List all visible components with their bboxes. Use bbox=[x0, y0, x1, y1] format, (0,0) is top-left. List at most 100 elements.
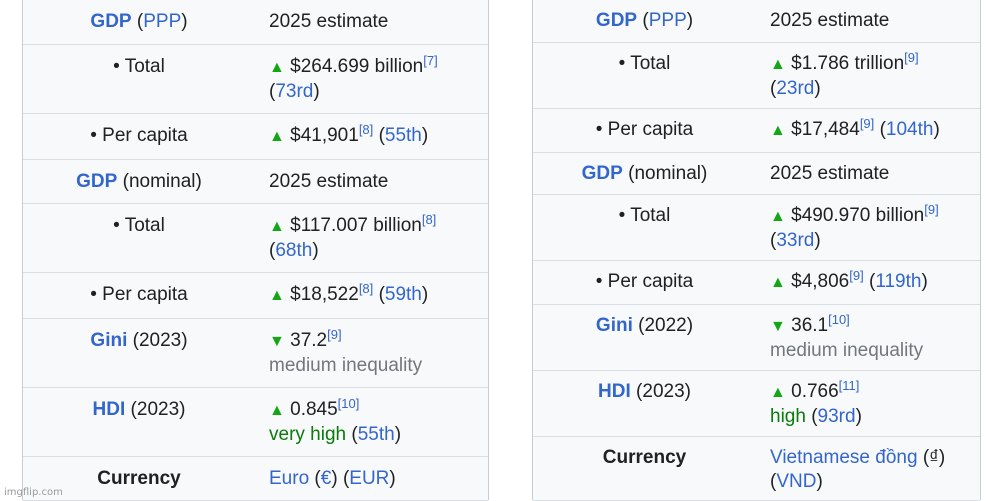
rank-close: ) bbox=[814, 77, 821, 99]
gdp-nominal-label: GDP (nominal) bbox=[23, 159, 255, 204]
rank-close: ) bbox=[421, 283, 429, 305]
nominal-per-capita-label: • Per capita bbox=[533, 260, 756, 305]
ref-link[interactable]: [10] bbox=[337, 395, 360, 411]
rank-link[interactable]: 33rd bbox=[776, 229, 815, 251]
ref-link[interactable]: [11] bbox=[838, 377, 860, 393]
currency-name-link[interactable]: Vietnamese đồng bbox=[770, 446, 918, 468]
rank-link[interactable]: 55th bbox=[357, 423, 395, 445]
gdp-ppp-value: 2025 estimate bbox=[255, 0, 488, 45]
rank-close: ) bbox=[933, 118, 940, 140]
arrow-up-icon: ▲ bbox=[269, 127, 285, 145]
ref-link[interactable]: [7] bbox=[423, 52, 438, 68]
gini-label: Gini (2023) bbox=[23, 318, 255, 388]
currency-code-link[interactable]: EUR bbox=[349, 467, 390, 489]
sym-open: ( bbox=[922, 446, 930, 468]
ref-link[interactable]: [9] bbox=[904, 49, 919, 65]
rank-link[interactable]: 59th bbox=[384, 283, 422, 305]
sym-close: ) bbox=[938, 446, 946, 468]
ppp-total-value: ▲ $1.786 trillion[9] (23rd) bbox=[756, 42, 980, 109]
row-ppp-per-capita: • Per capita ▲ $17,484[9] (104th) bbox=[533, 108, 980, 153]
ref-link[interactable]: [8] bbox=[358, 121, 374, 137]
gini-value: ▼ 37.2[9] medium inequality bbox=[255, 318, 488, 388]
currency-symbol-link[interactable]: ₫ bbox=[929, 446, 939, 468]
ref-link[interactable]: [9] bbox=[859, 115, 875, 131]
rank-close: ) bbox=[921, 270, 928, 292]
rank-open: ( bbox=[378, 124, 385, 146]
ppp-per-capita-amount: $41,901 bbox=[290, 124, 359, 146]
nominal-per-capita-value: ▲ $18,522[8] (59th) bbox=[255, 272, 488, 319]
nominal-per-capita-amount: $18,522 bbox=[290, 283, 359, 305]
code-close: ) bbox=[816, 470, 823, 492]
gini-note: medium inequality bbox=[770, 339, 924, 361]
ppp-total-label: • Total bbox=[533, 42, 756, 109]
row-currency: Currency Vietnamese đồng (₫) (VND) bbox=[533, 436, 980, 501]
ppp-total-amount: $264.699 billion bbox=[290, 55, 424, 77]
hdi-number: 0.845 bbox=[290, 398, 338, 420]
rank-link[interactable]: 73rd bbox=[275, 80, 314, 102]
ppp-per-capita-label: • Per capita bbox=[23, 113, 255, 160]
row-gdp-ppp: GDP (PPP) 2025 estimate bbox=[23, 0, 488, 45]
nominal-total-value: ▲ $117.007 billion[8] (68th) bbox=[255, 203, 488, 273]
ref-link[interactable]: [9] bbox=[327, 326, 342, 342]
code-open: ( bbox=[770, 470, 777, 492]
rank-link[interactable]: 68th bbox=[275, 239, 313, 261]
ppp-link[interactable]: PPP bbox=[648, 10, 687, 31]
currency-name-link[interactable]: Euro bbox=[269, 467, 310, 489]
rank-open: ( bbox=[351, 423, 358, 445]
hdi-label: HDI (2023) bbox=[23, 387, 255, 457]
hdi-note: high bbox=[770, 405, 806, 427]
rank-link[interactable]: 104th bbox=[885, 118, 934, 140]
rank-close: ) bbox=[313, 80, 320, 102]
ref-link[interactable]: [9] bbox=[849, 267, 864, 283]
hdi-number: 0.766 bbox=[791, 380, 839, 402]
ref-link[interactable]: [8] bbox=[421, 211, 437, 227]
rank-close: ) bbox=[312, 239, 319, 261]
rank-close: ) bbox=[855, 405, 862, 427]
hdi-link[interactable]: HDI bbox=[92, 398, 126, 420]
ref-link[interactable]: [10] bbox=[828, 311, 850, 327]
gdp-link[interactable]: GDP bbox=[595, 10, 638, 31]
sym-close: ) bbox=[331, 467, 338, 489]
currency-code-link[interactable]: VND bbox=[776, 470, 817, 492]
arrow-down-icon: ▼ bbox=[269, 332, 285, 350]
infobox-left: GDP (PPP) 2025 estimate • Total ▲ $264.6… bbox=[22, 0, 489, 501]
rank-link[interactable]: 23rd bbox=[776, 77, 815, 99]
currency-value: Euro (€) (EUR) bbox=[255, 456, 488, 501]
currency-value: Vietnamese đồng (₫) (VND) bbox=[756, 436, 980, 501]
nominal-total-value: ▲ $490.970 billion[9] (33rd) bbox=[756, 194, 980, 261]
ref-link[interactable]: [8] bbox=[358, 280, 374, 296]
gini-link[interactable]: Gini bbox=[595, 314, 633, 336]
hdi-link[interactable]: HDI bbox=[598, 380, 631, 402]
rank-link[interactable]: 55th bbox=[384, 124, 422, 146]
ppp-per-capita-value: ▲ $41,901[8] (55th) bbox=[255, 113, 488, 160]
nominal-per-capita-label: • Per capita bbox=[23, 272, 255, 319]
ppp-link[interactable]: PPP bbox=[143, 11, 182, 32]
arrow-up-icon: ▲ bbox=[770, 207, 786, 225]
arrow-down-icon: ▼ bbox=[770, 317, 786, 335]
economy-table-left: GDP (PPP) 2025 estimate • Total ▲ $264.6… bbox=[23, 0, 488, 501]
gdp-link[interactable]: GDP bbox=[76, 170, 118, 192]
gini-link[interactable]: Gini bbox=[90, 329, 128, 351]
arrow-up-icon: ▲ bbox=[269, 217, 285, 235]
gdp-link[interactable]: GDP bbox=[90, 11, 132, 32]
paren-close: ) bbox=[686, 10, 694, 31]
paren-open: ( bbox=[136, 11, 144, 32]
rank-link[interactable]: 119th bbox=[875, 270, 922, 292]
arrow-up-icon: ▲ bbox=[269, 286, 285, 304]
rank-link[interactable]: 93rd bbox=[817, 405, 856, 427]
rank-open: ( bbox=[269, 239, 276, 261]
gini-label: Gini (2022) bbox=[533, 304, 756, 371]
currency-symbol-link[interactable]: € bbox=[320, 467, 332, 489]
nominal-per-capita-value: ▲ $4,806[9] (119th) bbox=[756, 260, 980, 305]
ppp-total-value: ▲ $264.699 billion[7] (73rd) bbox=[255, 44, 488, 114]
ref-link[interactable]: [9] bbox=[924, 201, 939, 217]
row-gini: Gini (2023) ▼ 37.2[9] medium inequality bbox=[23, 318, 488, 388]
row-nominal-total: • Total ▲ $490.970 billion[9] (33rd) bbox=[533, 194, 980, 261]
hdi-label: HDI (2023) bbox=[533, 370, 756, 437]
gdp-link[interactable]: GDP bbox=[581, 162, 623, 184]
gdp-ppp-value: 2025 estimate bbox=[756, 0, 980, 43]
rank-open: ( bbox=[879, 118, 886, 140]
row-hdi: HDI (2023) ▲ 0.845[10] very high (55th) bbox=[23, 387, 488, 457]
currency-label: Currency bbox=[533, 436, 756, 501]
hdi-year: (2023) bbox=[130, 398, 186, 420]
